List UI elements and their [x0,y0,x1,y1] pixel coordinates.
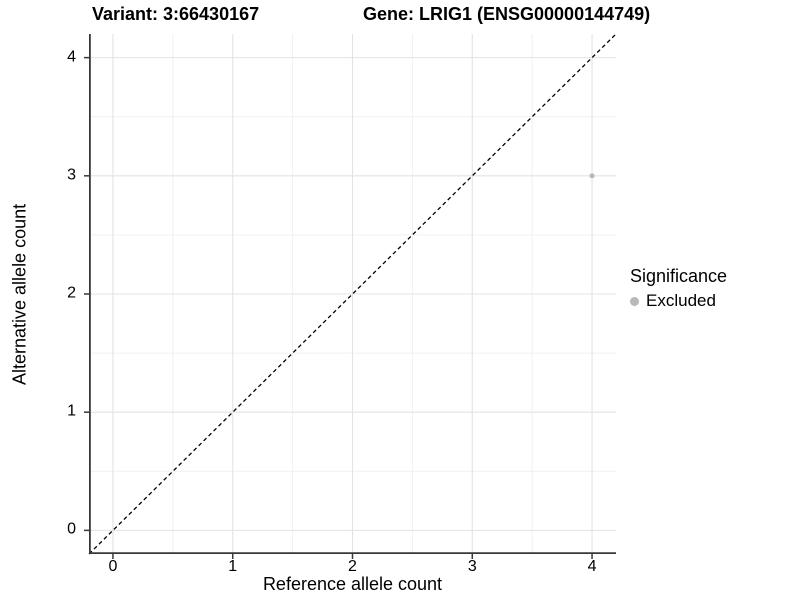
x-tick-label: 0 [108,558,118,575]
data-point [589,173,595,179]
gene-title: Gene: LRIG1 (ENSG00000144749) [363,4,651,24]
y-tick-label: 0 [67,520,76,538]
variant-title: Variant: 3:66430167 [92,4,260,24]
legend-item: Excluded [630,291,727,311]
x-tick-label: 1 [228,558,238,575]
x-axis-title: Reference allele count [262,574,443,594]
legend-key-dot-icon [630,296,639,306]
x-tick-label: 4 [587,558,597,575]
legend: Significance Excluded [630,266,727,311]
legend-title: Significance [630,266,728,286]
y-tick-label: 3 [67,166,76,184]
x-tick-label: 2 [348,558,357,575]
y-tick-label: 2 [67,284,76,302]
identity-line [88,33,617,555]
y-tick-label: 4 [67,48,76,66]
legend-items: Excluded [630,291,727,311]
plot-panel [84,33,617,559]
y-tick-label: 1 [67,402,76,420]
x-tick-label: 3 [467,558,477,575]
y-axis-title: Alternative allele count [9,203,30,385]
legend-item-label: Excluded [646,291,716,310]
